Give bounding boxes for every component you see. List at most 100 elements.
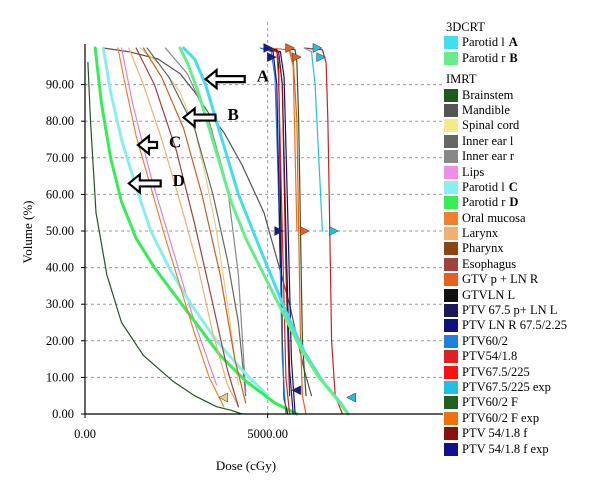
legend-swatch [444,304,458,318]
legend-item: PTV54/1.8 [442,349,600,364]
legend-label: Lips [462,164,485,179]
legend-item: PTV60/2 [442,334,600,349]
legend-label: PTV LN R 67.5/2.25 [462,318,567,333]
legend-item: Inner ear l [442,134,600,149]
legend-swatch [444,88,458,102]
legend-label: PTV67.5/225 [462,364,530,379]
legend-swatch [444,442,458,456]
dvh-curve-brainstem [87,61,243,415]
legend-label: Oral mucosa [462,210,526,225]
legend-label: PTV 54/1.8 f [462,426,528,441]
x-axis-label: Dose (cGy) [216,458,276,473]
legend-swatch [444,51,458,65]
annotation-arrow-a [203,67,246,91]
y-tick-label: 90.00 [46,78,74,92]
y-tick-label: 80.00 [46,114,74,128]
dose-marker [291,385,302,396]
legend-swatch [444,396,458,410]
dose-marker [346,392,356,403]
dvh-curve-pharynx [142,47,247,404]
x-tick-label: 5000.00 [247,427,288,441]
legend-swatch [444,180,458,194]
dvh-curve-ptv-54-1-8-f [265,47,291,397]
dose-marker [274,226,285,236]
legend-swatch [444,211,458,225]
legend-item: GTVLN L [442,288,600,303]
legend-label: GTVLN L [462,287,516,302]
legend-swatch [444,319,458,333]
legend-swatch [444,427,458,441]
legend-swatch [444,257,458,271]
legend-tag: C [508,179,518,194]
legend: 3DCRT Parotid l A Parotid r B IMRT Brainstem Ma… [442,20,600,457]
legend-item: PTV 54/1.8 f exp [442,442,600,457]
legend-tag: B [509,50,518,65]
dvh-curve-spinal-cord [139,47,239,386]
legend-swatch [444,350,458,364]
y-tick-label: 10.00 [46,370,74,384]
dose-marker [263,43,274,53]
annotation-arrow-d [127,172,162,195]
curve-annotations: A B C D [127,66,270,195]
dvh-curve-ptv67-5-225-exp [303,47,323,232]
legend-item: PTV60/2 F [442,395,600,410]
legend-swatch [444,288,458,302]
legend-swatch [444,411,458,425]
legend-item: PTV LN R 67.5/2.25 [442,318,600,333]
legend-swatch [444,365,458,379]
dvh-curve-parotid-r-d [93,46,299,416]
dvh-curve-lips [120,47,218,386]
legend-label: Larynx [462,226,499,241]
annotation-label-c: C [169,132,181,151]
legend-item: Spinal cord [442,118,600,133]
dose-marker [218,392,229,403]
legend-tag: A [508,35,518,50]
dvh-curve-inner-ear-l [146,47,247,397]
dose-marker [299,226,310,236]
dvh-curve-larynx [128,47,239,408]
dvh-curve-oral-mucosa [117,47,225,408]
legend-label: PTV54/1.8 [462,349,518,364]
dvh-curve-gtvln-l [263,47,289,415]
legend-item: Mandible [442,103,600,118]
legend-item: PTV 67.5 p+ LN L [442,303,600,318]
dvh-curves [87,46,350,416]
dose-marker [291,52,302,63]
legend-label: Esophagus [462,256,517,271]
legend-swatch [444,36,458,50]
legend-item: Brainstem [442,88,600,103]
legend-label: Pharynx [462,241,504,256]
legend-swatch [444,227,458,241]
y-axis-label: Volume (%) [20,201,35,264]
legend-swatch [444,380,458,394]
legend-swatch [444,134,458,148]
dvh-curve-ptv60-2 [259,47,287,415]
legend-item: PTV60/2 F exp [442,411,600,426]
legend-group-title: IMRT [446,72,477,87]
y-tick-label: 60.00 [46,187,74,201]
annotation-arrow-b [181,106,217,129]
y-tick-label: 50.00 [46,224,74,238]
legend-swatch [444,242,458,256]
legend-swatch [444,196,458,210]
legend-swatch [444,119,458,133]
dose-marker [316,52,327,63]
legend-item: Lips [442,165,600,180]
legend-item: Inner ear r [442,149,600,164]
annotation-label-a: A [257,66,270,85]
y-tick-label: 20.00 [46,334,74,348]
legend-swatch [444,165,458,179]
legend-item: Larynx [442,226,600,241]
legend-group-title: 3DCRT [446,20,485,34]
legend-item: PTV67.5/225 [442,365,600,380]
dose-marker [285,43,296,53]
dvh-curve-parotid-r-b [178,46,350,416]
y-tick-label: 40.00 [46,261,74,275]
legend-swatch [444,150,458,164]
